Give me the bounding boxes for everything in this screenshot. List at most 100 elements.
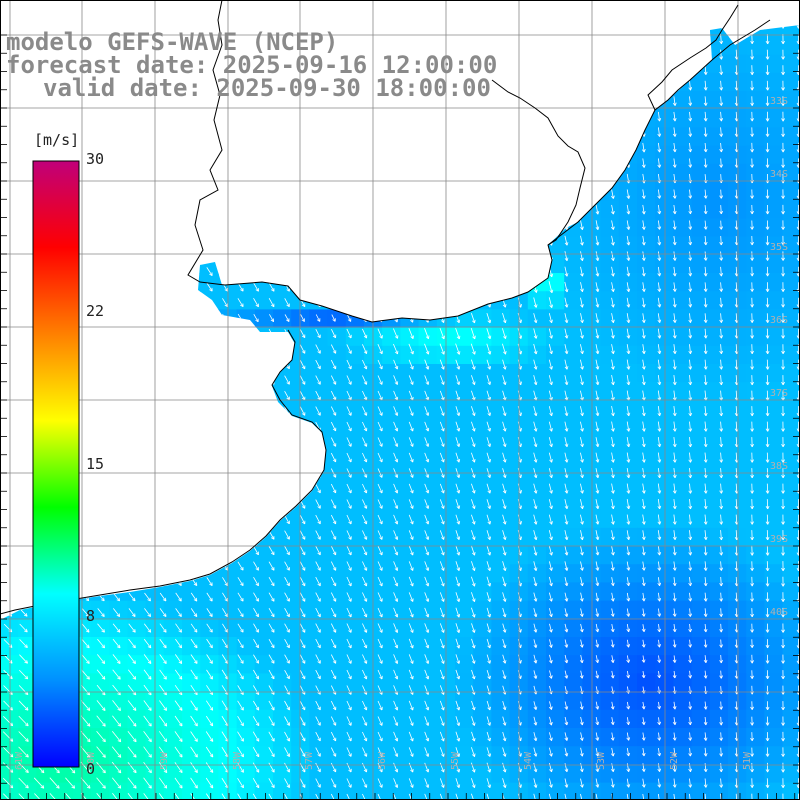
wind-speed-cell: [637, 182, 656, 201]
wind-arrow: [765, 65, 770, 76]
wind-speed-cell: [527, 182, 547, 201]
wind-arrow: [626, 80, 631, 91]
wind-speed-cell: [782, 436, 800, 456]
wind-speed-cell: [564, 782, 583, 800]
wind-speed-cell: [600, 746, 620, 765]
wind-arrow: [362, 158, 368, 168]
wind-arrow: [330, 344, 337, 354]
wind-speed-cell: [491, 91, 511, 110]
wind-speed-cell: [546, 509, 565, 529]
wind-speed-cell: [345, 182, 365, 201]
wind-speed-cell: [746, 254, 765, 274]
wind-arrow: [377, 343, 383, 355]
wind-speed-cell: [637, 327, 656, 347]
wind-speed-cell: [400, 400, 420, 420]
wind-arrow: [128, 251, 136, 261]
wind-speed-cell: [564, 72, 583, 92]
wind-arrow: [719, 34, 724, 45]
wind-speed-cell: [419, 0, 438, 19]
wind-arrow: [424, 34, 430, 44]
wind-speed-cell: [709, 564, 729, 583]
wind-speed-cell: [18, 618, 37, 638]
wind-speed-cell: [618, 25, 638, 37]
wind-speed-cell: [291, 254, 310, 274]
wind-arrow: [268, 421, 275, 432]
wind-arrow: [159, 298, 167, 307]
wind-speed-cell: [673, 0, 692, 19]
wind-speed-cell: [728, 273, 747, 292]
wind-speed-cell: [527, 254, 547, 274]
wind-speed-cell: [564, 655, 583, 674]
wind-speed-cell: [637, 455, 656, 474]
wind-speed-cell: [728, 728, 747, 747]
wind-speed-cell: [127, 345, 147, 365]
wind-arrow: [377, 25, 383, 29]
wind-speed-cell: [291, 273, 310, 292]
wind-speed-cell: [637, 382, 656, 401]
lat-label: 36S: [770, 315, 788, 326]
wind-speed-cell: [127, 600, 147, 620]
wind-arrow: [486, 204, 491, 215]
wind-speed-cell: [600, 236, 620, 256]
wind-speed-cell: [418, 728, 438, 747]
wind-arrow: [673, 3, 676, 13]
wind-speed-cell: [345, 327, 365, 347]
wind-arrow: [175, 406, 182, 416]
wind-speed-cell: [728, 182, 747, 201]
wind-arrow: [595, 375, 600, 386]
wind-arrow: [486, 34, 491, 44]
wind-speed-cell: [236, 491, 256, 511]
wind-speed-cell: [200, 218, 219, 238]
wind-arrow: [145, 4, 151, 12]
wind-arrow: [658, 3, 661, 13]
wind-speed-cell: [254, 327, 274, 347]
wind-arrow: [159, 112, 167, 121]
wind-speed-cell: [527, 364, 547, 383]
wind-speed-cell: [527, 36, 547, 56]
wind-arrow: [284, 189, 290, 199]
wind-speed-cell: [400, 637, 420, 656]
wind-speed-cell: [345, 218, 365, 238]
wind-speed-cell: [691, 327, 711, 347]
wind-arrow: [377, 127, 383, 137]
wind-arrow: [268, 220, 275, 230]
wind-speed-cell: [127, 364, 147, 383]
wind-arrow: [206, 329, 213, 338]
wind-speed-cell: [163, 436, 183, 456]
wind-speed-cell: [273, 309, 292, 329]
wind-speed-cell: [564, 291, 583, 310]
wind-speed-cell: [127, 145, 147, 165]
wind-arrow: [548, 111, 553, 122]
wind-arrow: [331, 329, 337, 339]
wind-speed-cell: [309, 236, 329, 256]
wind-arrow: [346, 375, 352, 385]
wind-speed-cell: [0, 764, 19, 784]
wind-arrow: [439, 327, 445, 340]
wind-arrow: [159, 158, 167, 168]
wind-arrow: [284, 112, 290, 122]
wind-speed-cell: [0, 618, 19, 638]
wind-speed-cell: [400, 582, 420, 602]
wind-speed-cell: [309, 345, 329, 365]
wind-arrow: [284, 375, 290, 385]
wind-speed-cell: [127, 546, 147, 565]
wind-speed-cell: [673, 655, 693, 674]
wind-arrow: [595, 344, 600, 355]
wind-arrow: [781, 344, 785, 355]
wind-arrow: [672, 25, 677, 29]
wind-arrow: [548, 65, 553, 76]
wind-speed-cell: [327, 782, 347, 800]
wind-speed-cell: [546, 764, 565, 784]
wind-arrow: [750, 266, 754, 277]
wind-speed-cell: [527, 54, 547, 74]
wind-speed-cell: [728, 709, 747, 729]
wind-speed-cell: [691, 145, 711, 165]
wind-speed-cell: [127, 509, 147, 529]
wind-speed-cell: [346, 0, 365, 19]
wind-arrow: [486, 328, 492, 340]
wind-speed-cell: [673, 182, 693, 201]
wind-arrow: [703, 205, 708, 215]
wind-speed-cell: [618, 345, 638, 365]
wind-speed-cell: [618, 127, 638, 147]
wind-speed-cell: [564, 418, 583, 438]
